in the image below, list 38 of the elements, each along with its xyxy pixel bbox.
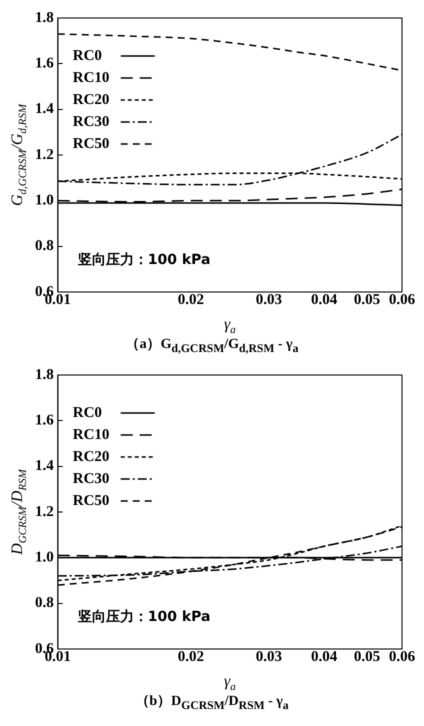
legend-label: RC20 bbox=[72, 448, 110, 465]
legend-label: RC10 bbox=[72, 70, 110, 86]
y-tick-label: 1.4 bbox=[35, 101, 54, 118]
legend-label: RC50 bbox=[72, 136, 110, 152]
text: （a）G$_{d,GCRSM}$/G$_{d,RSM}$ - γ$_{a}$ bbox=[124, 336, 300, 357]
x-tick-label: 0.06 bbox=[388, 648, 416, 665]
legend-label: RC30 bbox=[72, 114, 110, 130]
y-axis-title: DGCRSM/DRSM bbox=[9, 468, 29, 556]
x-tick-label: 0.02 bbox=[178, 648, 204, 665]
legend-label: RC10 bbox=[72, 426, 110, 443]
legend-label: RC30 bbox=[72, 470, 110, 487]
x-tick-label: 0.05 bbox=[354, 648, 380, 665]
y-tick-label: 1.0 bbox=[35, 192, 54, 209]
annotation: 竖向压力：100 kPa bbox=[76, 609, 210, 625]
legend-label: RC0 bbox=[72, 48, 102, 64]
x-tick-label: 0.05 bbox=[354, 292, 380, 308]
x-tick-label: 0.04 bbox=[310, 292, 338, 308]
y-tick-label: 1.0 bbox=[35, 550, 54, 566]
y-tick-label: 1.4 bbox=[35, 458, 54, 474]
legend-label: RC20 bbox=[72, 92, 110, 108]
x-tick-label: 0.03 bbox=[256, 292, 282, 308]
x-tick-label: 0.06 bbox=[388, 292, 416, 308]
legend-label: RC0 bbox=[72, 404, 102, 421]
x-tick-label: 0.02 bbox=[178, 292, 204, 308]
y-axis-title: Gd,GCRSM/Gd,RSM bbox=[9, 103, 29, 206]
y-tick-label: 1.8 bbox=[35, 10, 54, 26]
y-tick-label: 0.8 bbox=[35, 595, 54, 612]
y-tick-label: 1.6 bbox=[35, 56, 54, 72]
annotation: 竖向压力：100 kPa bbox=[76, 252, 210, 268]
y-tick-label: 0.8 bbox=[35, 238, 54, 254]
y-tick-label: 1.6 bbox=[35, 412, 54, 429]
y-tick-label: 1.2 bbox=[35, 146, 54, 163]
y-tick-label: 1.2 bbox=[35, 504, 54, 520]
y-tick-label: 1.8 bbox=[35, 366, 54, 383]
legend-label: RC50 bbox=[72, 492, 110, 509]
text: （b）D$_{GCRSM}$/D$_{RSM}$ - γ$_{a}$ bbox=[134, 693, 290, 714]
x-tick-label: 0.04 bbox=[310, 648, 338, 665]
x-tick-label: 0.03 bbox=[256, 648, 282, 665]
